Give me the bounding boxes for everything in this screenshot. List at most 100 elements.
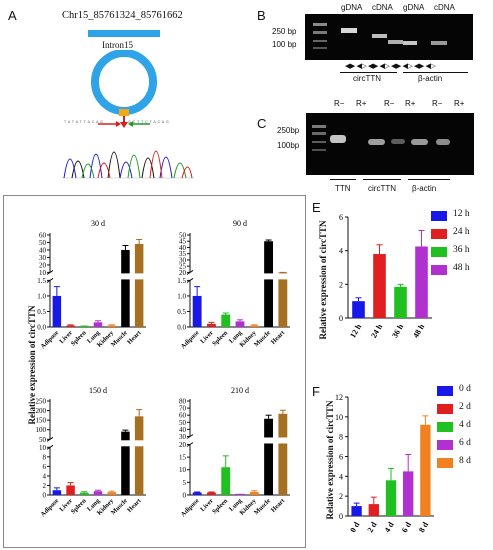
y-tick-label: 50 (179, 232, 187, 240)
bar (249, 325, 259, 327)
y-tick-label: 5 (183, 479, 187, 487)
bar (207, 323, 216, 327)
lane-label: R− (432, 99, 443, 108)
bar (134, 416, 144, 495)
group-label: β-actin (418, 74, 443, 83)
x-tick-label: Spleen (70, 497, 88, 515)
y-tick-label: 4 (339, 472, 343, 481)
panel-c-lane-labels: R− R+ R− R+ R− R+ (330, 99, 480, 111)
y-tick-label: 0 (339, 512, 343, 521)
bar (107, 492, 116, 495)
x-tick-label: 12 h (348, 322, 363, 339)
y-tick-label: 80 (179, 398, 187, 406)
y-tick-label: 10 (39, 444, 47, 452)
y-tick-label: 150 (36, 417, 47, 425)
x-tick-label: Adipose (180, 497, 201, 518)
y-tick-label: 20 (179, 441, 187, 449)
chart-title: 30 d (91, 219, 105, 228)
lane-label: R+ (405, 99, 416, 108)
y-tick-label: 200 (36, 407, 47, 415)
marker-label: 100 bp (272, 40, 297, 49)
y-tick-label: 2 (339, 280, 343, 289)
bar-break-gap (263, 437, 274, 444)
group-label: β-actin (412, 184, 437, 193)
panel-c-letter: C (257, 116, 267, 131)
legend-item: 24 h (431, 227, 491, 245)
bar (415, 246, 428, 318)
y-tick-label: 6 (339, 453, 343, 462)
bar-break-gap (263, 273, 274, 280)
bar (192, 492, 202, 495)
y-tick-label: 50 (39, 239, 47, 247)
chart-30d: 30 d0.00.51.01.5102030405060AdiposeLiver… (37, 219, 146, 350)
x-tick-label: 48 h (411, 322, 426, 339)
chart-title: 210 d (231, 386, 249, 395)
lane-label: cDNA (372, 3, 393, 12)
bar-break-gap (133, 273, 145, 280)
bar (385, 480, 397, 516)
y-tick-label: 15 (179, 454, 187, 462)
lane-label: R− (384, 99, 395, 108)
y-tick-label: 0.0 (177, 324, 186, 332)
y-tick-label: 0 (183, 492, 187, 500)
legend-item: 36 h (431, 245, 491, 263)
y-tick-label: 40 (179, 426, 187, 434)
lane-label: R− (334, 99, 345, 108)
bar (66, 325, 75, 327)
chart-90d: 90 d0.00.51.01.520253035404550AdiposeLiv… (177, 219, 290, 350)
x-tick-label: Spleen (211, 329, 229, 347)
y-tick-label: 0 (43, 492, 47, 500)
legend-e: 12 h 24 h 36 h 48 h (431, 209, 491, 281)
y-tick-label: 20 (179, 269, 187, 277)
legend-item: 12 h (431, 209, 491, 227)
genomic-coordinates: Chr15_85761324_85761662 (62, 10, 183, 21)
y-tick-label: 60 (39, 232, 47, 240)
legend-item: 48 h (431, 263, 491, 281)
bar (93, 491, 103, 495)
legend-item: 4 d (437, 420, 491, 438)
circrna-diagram (91, 50, 157, 128)
bar (207, 492, 216, 495)
x-tick-label: Heart (126, 329, 143, 346)
y-tick-label: 40 (39, 246, 47, 254)
junction-arrow-icon (120, 122, 128, 128)
bar (235, 321, 245, 327)
panel-b-letter: B (257, 8, 266, 23)
y-tick-label: 0 (339, 314, 343, 323)
y-tick-label: 30 (39, 254, 47, 262)
gel-image-c (306, 113, 474, 175)
bar (420, 424, 431, 516)
bar (121, 431, 130, 495)
y-tick-label: 12 (335, 393, 343, 402)
y-tick-label: 70 (179, 405, 187, 413)
bar (93, 322, 103, 327)
x-tick-label: Adipose (39, 329, 60, 350)
legend-item: 0 d (437, 384, 491, 402)
y-tick-label: 25 (179, 263, 187, 271)
lane-label: R+ (454, 99, 465, 108)
legend-item: 6 d (437, 438, 491, 456)
group-label: circTTN (353, 74, 381, 83)
y-tick-label: 6 (43, 463, 47, 471)
lane-label: cDNA (434, 3, 455, 12)
y-tick-label: 10 (179, 466, 187, 474)
primer-arrows-row: ◀▶ ◀▷ ◀▶ ◀▷ ◀▶ ◀▷ ◀▶ ◀▷ (345, 62, 436, 70)
sequence-left: T A T A T T A C A G (64, 120, 104, 124)
panel-a-letter: A (8, 8, 17, 23)
x-tick-label: Muscle (253, 329, 272, 348)
x-tick-label: 6 d (400, 520, 413, 534)
y-tick-label: 0.0 (37, 324, 46, 332)
y-tick-label: 1.0 (177, 292, 186, 300)
y-tick-label: 1.5 (177, 277, 186, 285)
y-tick-label: 40 (179, 244, 187, 252)
chart-150d: 150 d024681050100150200250AdiposeLiverSp… (36, 386, 146, 518)
bar (368, 504, 379, 516)
bar (264, 241, 273, 327)
bar-break-gap (120, 440, 131, 447)
chart-210d: 210 d05101520304050607080AdiposeLiverSpl… (179, 386, 290, 518)
bar-break-gap (133, 440, 145, 447)
x-tick-label: Spleen (70, 329, 88, 347)
gel-image-b (305, 14, 473, 60)
marker-label: 250 bp (272, 27, 297, 36)
y-tick-label: 6 (339, 213, 343, 222)
